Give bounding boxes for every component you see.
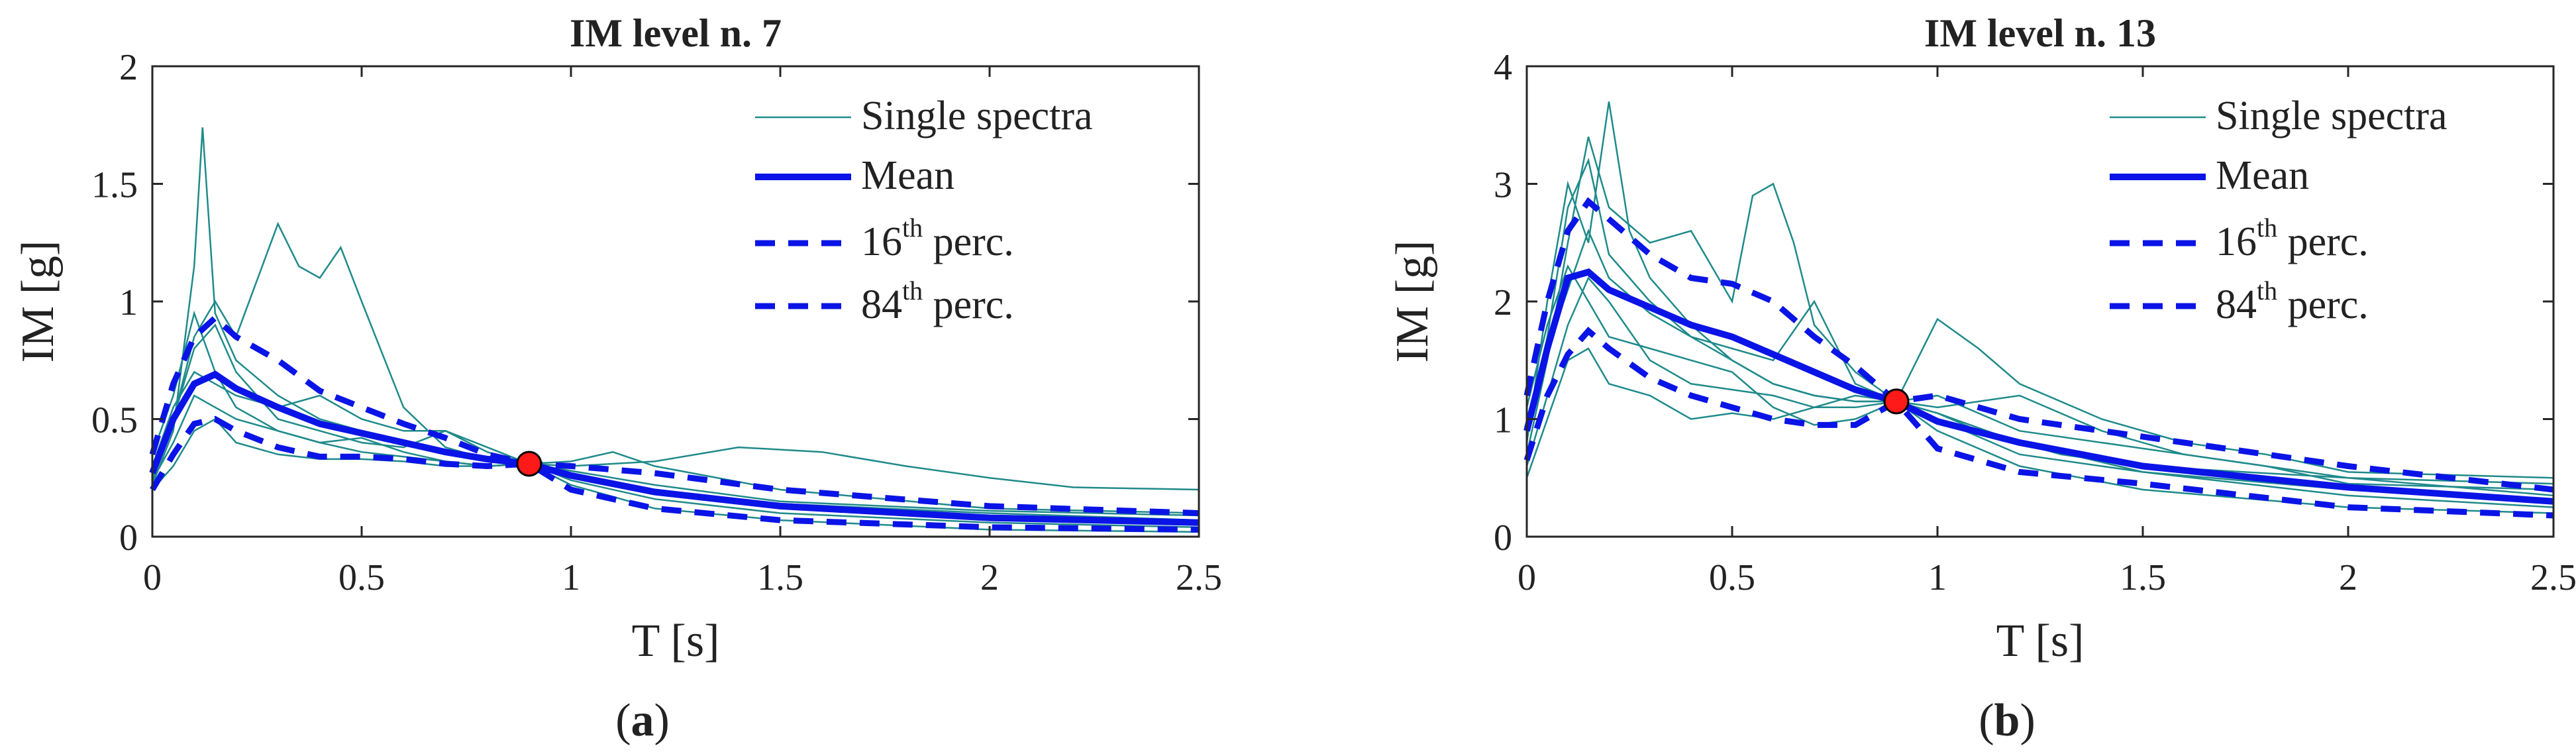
panel-caption: (b) [1979, 695, 2035, 746]
p84-line [1523, 197, 2554, 493]
legend-label: 84th perc. [2216, 276, 2369, 327]
x-tick-label: 0.5 [338, 557, 385, 598]
legend-label: Mean [2216, 153, 2309, 198]
panel-b: 0 0.5 1 1.5 2 2.5 0 1 2 3 4 IM level n. 13 T [s] IM [… [1387, 11, 2576, 746]
x-axis-label: T [s] [1996, 616, 2085, 667]
x-tick-label: 0.5 [1709, 557, 1755, 598]
single-spectrum-line-2 [151, 221, 1200, 491]
p16-line [1523, 327, 2554, 519]
y-tick-label: 1 [119, 282, 138, 323]
p84-line [149, 313, 1200, 516]
x-axis-label: T [s] [632, 616, 720, 667]
single-spectrum-line-7 [1525, 229, 2554, 491]
y-tick-label: 0.5 [91, 400, 138, 441]
y-tick-label: 1.5 [91, 165, 138, 206]
conditioning-point-marker [1883, 388, 1910, 415]
y-tick-label: 2 [119, 47, 138, 88]
panel-caption: (a) [615, 695, 670, 746]
legend-label: Single spectra [861, 93, 1093, 138]
y-axis-label: IM [g] [1387, 241, 1438, 363]
x-tick-label: 1 [1928, 557, 1947, 598]
legend: Single spectra Mean 16th perc. 84th perc. [755, 93, 1093, 327]
chart-title: IM level n. 13 [1924, 11, 2156, 55]
legend-label: 84th perc. [861, 276, 1014, 327]
x-tick-label: 2.5 [2530, 557, 2576, 598]
legend-label: Mean [861, 153, 954, 198]
plot-area [1527, 66, 2553, 537]
legend-label: 16th perc. [861, 213, 1014, 264]
y-tick-label: 0 [119, 517, 138, 559]
panel-a: 0 0.5 1 1.5 2 2.5 0 0.5 1 1.5 2 IM level n. 7 T [s] I… [13, 11, 1222, 746]
legend: Single spectra Mean 16th perc. 84th perc. [2110, 93, 2447, 327]
x-tick-label: 1.5 [757, 557, 803, 598]
y-tick-label: 3 [1494, 165, 1512, 206]
mean-line [149, 370, 1200, 526]
legend-label: Single spectra [2216, 93, 2447, 138]
conditioning-point-marker [516, 451, 542, 477]
single-spectrum-line-5 [151, 323, 1200, 514]
y-tick-label: 4 [1494, 47, 1512, 88]
y-tick-label: 1 [1494, 400, 1512, 441]
x-tick-label: 0 [1518, 557, 1536, 598]
x-tick-label: 0 [143, 557, 162, 598]
x-tick-label: 2 [980, 557, 999, 598]
chart-title: IM level n. 7 [570, 11, 782, 55]
x-tick-label: 2.5 [1176, 557, 1222, 598]
y-tick-label: 0 [1494, 517, 1512, 559]
x-tick-label: 2 [2339, 557, 2357, 598]
x-tick-label: 1 [562, 557, 580, 598]
x-tick-label: 1.5 [2120, 557, 2166, 598]
single-spectrum-line-7 [151, 394, 1200, 529]
y-axis-label: IM [g] [13, 241, 64, 363]
y-tick-label: 2 [1494, 282, 1512, 323]
legend-label: 16th perc. [2216, 213, 2369, 264]
mean-line [1523, 268, 2554, 505]
p16-line [150, 415, 1200, 533]
